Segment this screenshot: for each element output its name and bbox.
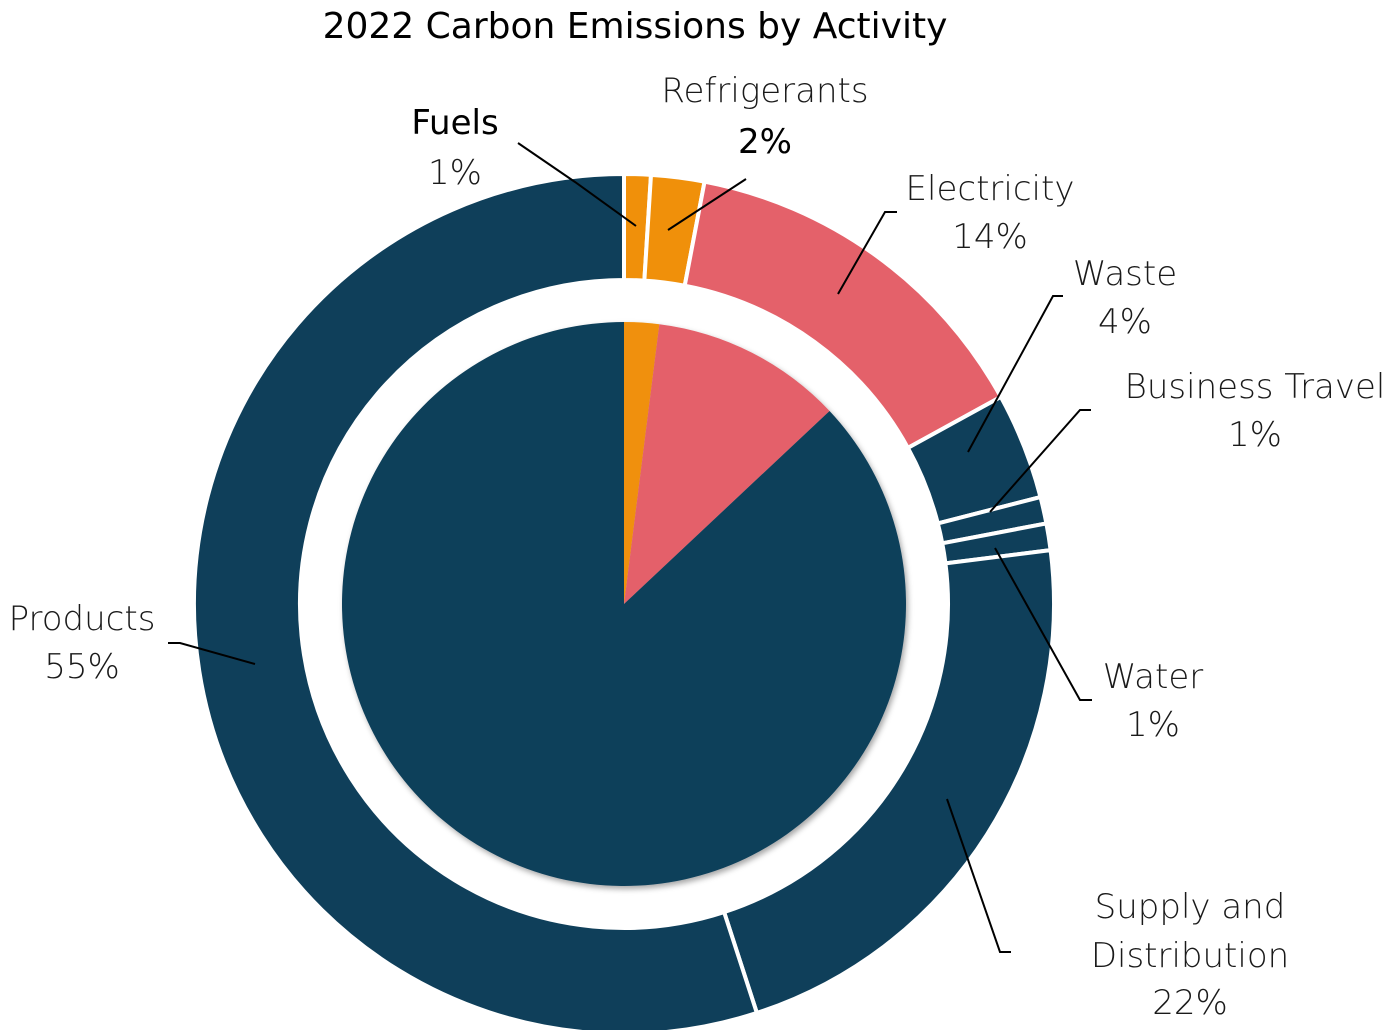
leader-line-supply-and-distribution — [946, 798, 1011, 953]
outer-ring — [191, 171, 1056, 1030]
chart-title: 2022 Carbon Emissions by Activity — [323, 6, 948, 47]
ring-slice-supply-and-distribution — [721, 547, 1056, 1016]
leader-line-electricity — [837, 211, 897, 295]
slice-label-name-products: Products — [9, 599, 156, 639]
pie-slice-1 — [624, 322, 660, 604]
slice-label-name-refrigerants: Refrigerants — [661, 71, 868, 111]
slice-label-value-water: 1% — [1126, 705, 1180, 745]
slice-label-name-fuels: Fuels — [411, 103, 498, 143]
slice-label-value-products: 55% — [44, 647, 120, 687]
slice-label-value-supply-and-distribution: 22% — [1152, 983, 1228, 1023]
slice-label-name-waste: Waste — [1073, 254, 1177, 294]
ring-slice-products — [191, 171, 760, 1030]
slice-label-value-waste: 4% — [1098, 302, 1152, 342]
slice-label-value-electricity: 14% — [952, 217, 1028, 257]
leader-line-water — [994, 547, 1092, 701]
slice-labels: Fuels 1% Refrigerants 2% Electricity 14% Waste… — [9, 71, 1386, 1023]
leader-line-business-travel — [989, 409, 1091, 513]
slice-label-name-business-travel: Business Travel — [1125, 367, 1386, 407]
leader-line-products — [168, 642, 256, 665]
slice-label-name-water: Water — [1103, 657, 1204, 697]
leader-line-fuels — [517, 142, 637, 227]
leader-line-waste — [967, 295, 1063, 453]
pie-slice-2 — [624, 324, 830, 604]
slice-label-value-fuels: 1% — [428, 153, 482, 193]
slice-label-value-refrigerants: 2% — [738, 122, 792, 162]
leader-line-refrigerants — [667, 178, 747, 231]
slice-label-value-business-travel: 1% — [1228, 415, 1282, 455]
slice-label-name-electricity: Electricity — [906, 169, 1075, 209]
inner-pie — [341, 322, 906, 886]
leader-lines — [168, 142, 1092, 953]
pie-slice-3 — [341, 322, 906, 886]
slice-label-name-supply-and-distribution-line2: Distribution — [1091, 936, 1289, 976]
slice-label-name-supply-and-distribution: Supply and — [1095, 887, 1286, 927]
